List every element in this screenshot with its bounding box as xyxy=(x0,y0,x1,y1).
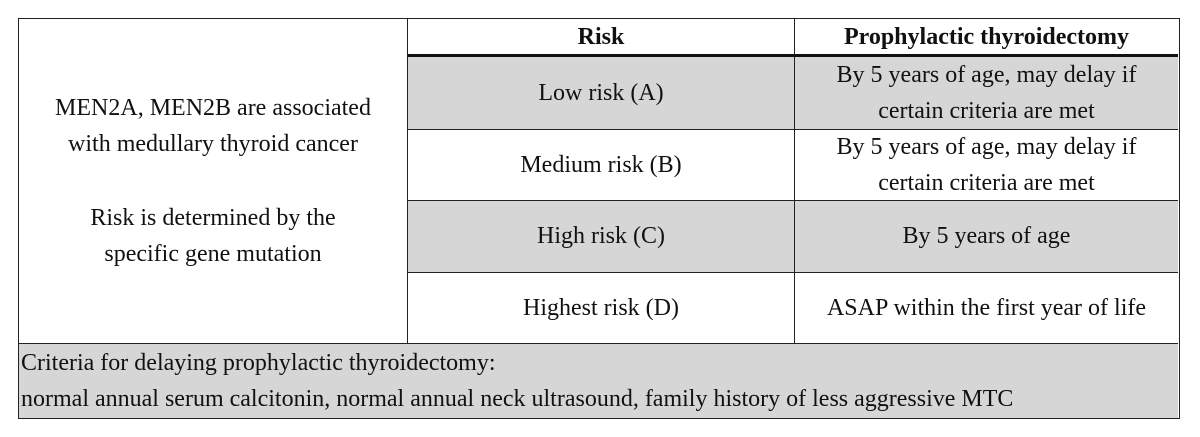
left-line: MEN2A, MEN2B are associated xyxy=(55,95,371,121)
table-frame: MEN2A, MEN2B are associated with medullar… xyxy=(18,18,1180,419)
risk-cell: High risk (C) xyxy=(407,200,794,272)
header-cell: Risk xyxy=(407,19,794,57)
timing-cell: By 5 years of age xyxy=(794,200,1178,272)
left-cell: MEN2A, MEN2B are associated with medullar… xyxy=(19,19,407,343)
footer-title: Criteria for delaying prophylactic thyro… xyxy=(21,350,496,376)
left-line: Risk is determined by the xyxy=(90,205,336,231)
risk-cell: Medium risk (B) xyxy=(407,128,794,200)
timing-cell: By 5 years of age, may delay if certain … xyxy=(794,128,1178,200)
timing-cell: ASAP within the first year of life xyxy=(794,271,1178,343)
risk-cell: Highest risk (D) xyxy=(407,271,794,343)
risk-cell: Low risk (A) xyxy=(407,57,794,129)
left-line: specific gene mutation xyxy=(104,241,322,267)
timing-cell: By 5 years of age, may delay if certain … xyxy=(794,57,1178,129)
left-paragraph: Risk is determined by the specific gene m… xyxy=(90,200,335,272)
left-paragraph: MEN2A, MEN2B are associated with medullar… xyxy=(55,90,371,162)
header-cell: Prophylactic thyroidectomy xyxy=(794,19,1178,57)
footer: Criteria for delaying prophylactic thyro… xyxy=(19,343,1178,418)
footer-text: normal annual serum calcitonin, normal a… xyxy=(21,386,1014,412)
left-line: with medullary thyroid cancer xyxy=(68,131,358,157)
